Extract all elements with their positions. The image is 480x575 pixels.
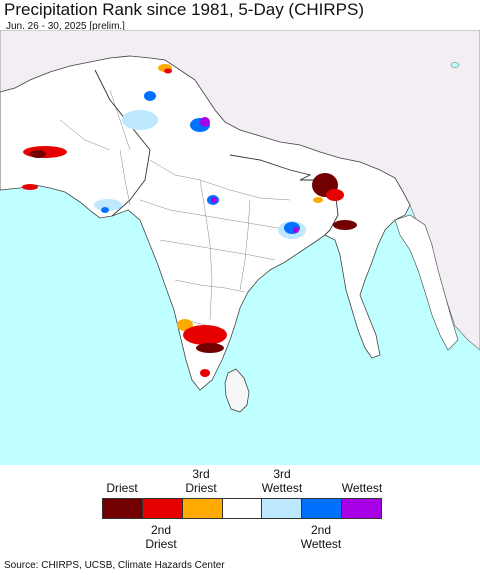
legend-label-wettest: Wettest xyxy=(341,481,383,495)
source-credit: Source: CHIRPS, UCSB, Climate Hazards Ce… xyxy=(4,560,225,571)
precipitation-map xyxy=(0,30,480,465)
patch-south-tip xyxy=(200,369,210,377)
patch-gujarat-lightblue xyxy=(94,199,122,211)
legend-swatch-2nd-wettest xyxy=(302,499,343,518)
patch-south-dark xyxy=(196,343,224,353)
precip-patches xyxy=(22,62,460,377)
legend-swatch-wettest xyxy=(342,499,382,518)
patch-bengal-red xyxy=(326,189,344,201)
legend-label-driest: Driest xyxy=(106,481,138,495)
legend-swatch-3rd-wettest xyxy=(262,499,303,518)
myanmar-coast xyxy=(394,214,459,351)
legend-swatch-normal xyxy=(222,499,263,518)
legend-color-bar xyxy=(102,498,382,519)
patch-gujarat-blue xyxy=(101,207,109,213)
map-subtitle: Jun. 26 - 30, 2025 [prelim.] xyxy=(6,21,125,32)
patch-lake xyxy=(450,62,460,68)
patch-pakistan-dark xyxy=(30,150,46,158)
patch-pakistan-red xyxy=(23,146,67,158)
patch-central-purple xyxy=(211,197,217,203)
legend-label-3rd-driest: 3rd Driest xyxy=(185,467,217,495)
patch-south-red xyxy=(183,325,227,345)
legend-swatch-driest xyxy=(103,499,143,518)
patch-bangladesh-dark xyxy=(333,220,357,230)
patch-bengal-orange xyxy=(313,197,323,203)
legend-label-2nd-wettest: 2nd Wettest xyxy=(300,523,342,551)
patch-balochistan xyxy=(22,184,38,190)
patch-south-orange xyxy=(177,319,193,331)
patch-north-lightblue xyxy=(122,110,158,130)
sri-lanka xyxy=(224,368,250,413)
patch-kashmir-red xyxy=(164,68,172,74)
map-title: Precipitation Rank since 1981, 5-Day (CH… xyxy=(4,0,364,19)
south-asia-land xyxy=(0,55,411,391)
legend-swatch-2nd-driest xyxy=(142,499,183,518)
legend-label-2nd-driest: 2nd Driest xyxy=(145,523,177,551)
patch-uttarakhand-purple xyxy=(200,117,210,127)
legend-label-3rd-wettest: 3rd Wettest xyxy=(261,467,303,495)
legend-swatch-3rd-driest xyxy=(182,499,223,518)
patch-north-blue xyxy=(144,91,156,101)
patch-odisha-purple xyxy=(293,227,299,233)
admin-borders xyxy=(59,89,291,331)
